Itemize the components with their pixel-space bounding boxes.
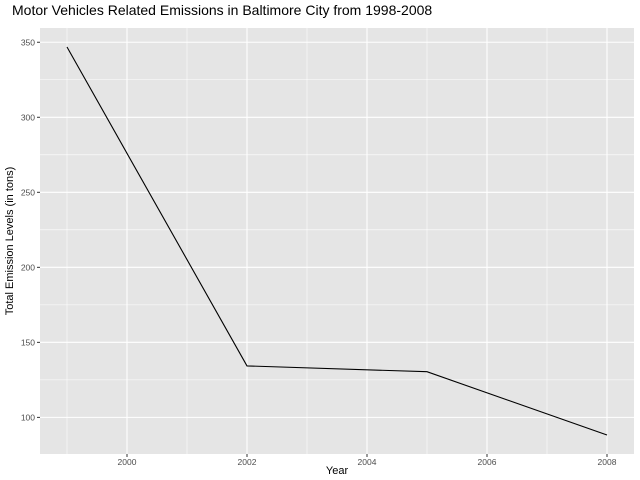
plot-panel — [40, 28, 634, 454]
y-tick-label: 300 — [21, 112, 35, 122]
x-axis: 2000 2002 2004 2006 2008 — [118, 454, 617, 467]
y-axis: 100 150 200 250 300 350 — [21, 37, 40, 422]
y-tick-label: 350 — [21, 37, 35, 47]
y-tick-label: 100 — [21, 412, 35, 422]
y-tick-label: 250 — [21, 187, 35, 197]
grid-lines — [40, 28, 634, 454]
plot-area — [40, 28, 634, 454]
chart-title: Motor Vehicles Related Emissions in Balt… — [12, 2, 432, 18]
y-tick-label: 200 — [21, 262, 35, 272]
x-tick-label: 2002 — [238, 457, 257, 467]
x-axis-title: Year — [326, 465, 349, 477]
x-tick-label: 2006 — [478, 457, 497, 467]
x-tick-label: 2000 — [118, 457, 137, 467]
x-tick-label: 2004 — [358, 457, 377, 467]
series-layer — [66, 46, 608, 436]
y-tick-label: 150 — [21, 337, 35, 347]
y-axis-title: Total Emission Levels (in tons) — [4, 167, 16, 316]
emissions-series-line — [66, 46, 608, 436]
x-tick-label: 2008 — [598, 457, 617, 467]
